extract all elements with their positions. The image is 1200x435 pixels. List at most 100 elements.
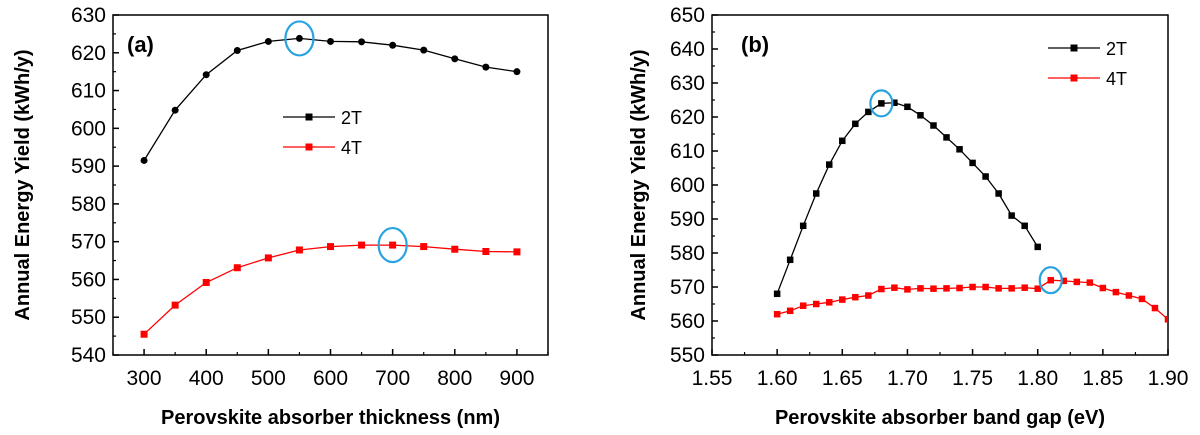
data-point-2T (930, 122, 937, 129)
data-point-2T (202, 71, 210, 79)
legend-marker-4T (1070, 74, 1078, 82)
data-point-2T (812, 190, 820, 197)
data-point-2T (1008, 212, 1015, 219)
highlight-circle-4T (377, 226, 408, 264)
highlight-circle-2T (284, 20, 315, 57)
data-point-4T (812, 300, 820, 308)
data-point-2T (878, 100, 885, 107)
x-axis-title: Perovskite absorber thickness (nm) (161, 407, 500, 429)
data-point-4T (1138, 295, 1146, 303)
data-point-4T (513, 248, 521, 256)
legend-label-2T: 2T (341, 108, 362, 128)
legend-label-2T: 2T (1106, 39, 1127, 59)
data-point-4T (1164, 316, 1168, 323)
x-tick-label: 500 (251, 367, 286, 390)
data-point-4T (389, 241, 397, 249)
y-tick-label: 620 (670, 106, 705, 129)
y-tick-label: 570 (670, 276, 705, 299)
data-point-4T (420, 243, 428, 251)
data-point-4T (1086, 279, 1094, 286)
legend-marker-2T (305, 113, 313, 121)
data-point-4T (264, 254, 272, 262)
legend-label-4T: 4T (341, 138, 362, 158)
data-point-2T (917, 112, 924, 119)
data-point-2T (852, 120, 859, 128)
data-point-4T (995, 285, 1002, 292)
data-point-2T (943, 134, 950, 141)
x-tick-label: 900 (499, 367, 534, 390)
data-point-4T (1151, 304, 1159, 312)
data-point-4T (982, 283, 989, 291)
data-point-4T (1034, 285, 1041, 292)
data-point-2T (482, 63, 490, 71)
data-point-4T (1125, 292, 1133, 299)
y-tick-label: 620 (71, 42, 106, 65)
data-point-2T (839, 137, 846, 145)
legend: 2T 4T (1048, 39, 1127, 89)
data-point-2T (171, 106, 179, 114)
data-point-2T (904, 103, 911, 111)
data-point-2T (1021, 222, 1028, 230)
x-tick-label: 1.60 (757, 367, 798, 390)
data-point-4T (826, 299, 833, 306)
y-tick-label: 600 (71, 117, 106, 140)
data-point-4T (1047, 276, 1054, 284)
y-axis-title: Annual Energy Yield (kWh/y) (12, 49, 34, 320)
y-tick-label: 580 (71, 193, 106, 216)
y-tick-label: 590 (670, 208, 705, 231)
data-point-4T (327, 243, 334, 251)
data-point-2T (995, 190, 1002, 197)
data-point-2T (513, 68, 521, 76)
data-point-4T (295, 246, 303, 254)
y-tick-label: 550 (71, 306, 106, 329)
data-point-4T (451, 245, 459, 253)
data-point-4T (1099, 284, 1107, 292)
data-point-2T (773, 290, 781, 298)
data-point-2T (969, 159, 976, 167)
legend-label-4T: 4T (1106, 69, 1127, 89)
data-point-4T (878, 285, 885, 293)
x-tick-label: 1.80 (1017, 367, 1058, 390)
series-group (140, 34, 521, 338)
data-point-2T (956, 146, 963, 153)
x-tick-label: 800 (437, 367, 472, 390)
data-point-2T (389, 41, 397, 49)
highlight-circle-4T (1038, 266, 1063, 295)
data-point-4T (202, 278, 210, 286)
data-point-4T (852, 293, 859, 301)
data-point-2T (865, 108, 872, 116)
data-point-2T (799, 222, 807, 230)
data-point-2T (327, 37, 334, 45)
x-tick-label: 1.55 (692, 367, 733, 390)
y-tick-label: 610 (71, 80, 106, 103)
data-point-4T (233, 264, 241, 272)
legend-marker-4T (305, 143, 313, 151)
data-point-4T (358, 241, 366, 249)
data-point-4T (799, 302, 807, 309)
data-point-2T (891, 99, 898, 106)
y-tick-label: 540 (71, 344, 106, 367)
x-tick-label: 1.65 (822, 367, 863, 390)
x-tick-label: 300 (127, 367, 162, 390)
highlight-circle-2T (869, 89, 894, 118)
x-tick-label: 400 (189, 367, 224, 390)
y-tick-label: 600 (670, 174, 705, 197)
y-tick-label: 550 (670, 344, 705, 367)
plot-frame (711, 14, 1169, 356)
data-point-4T (773, 310, 781, 318)
data-point-4T (482, 247, 490, 255)
data-point-2T (295, 34, 303, 42)
panel-b: 550 560 570 580 590 600 610 620 630 640 650 1.55 1.6… (628, 4, 1188, 429)
panel-label: (b) (741, 32, 769, 57)
y-tick-label: 610 (670, 140, 705, 163)
data-point-4T (1060, 277, 1068, 285)
data-point-4T (904, 286, 911, 293)
y-tick-label: 560 (71, 268, 106, 291)
series-group (773, 99, 1168, 323)
x-tick-label: 1.85 (1082, 367, 1123, 390)
data-point-2T (420, 46, 428, 54)
y-tick-label: 640 (670, 38, 705, 61)
data-point-2T (826, 161, 833, 168)
data-point-4T (943, 285, 950, 292)
